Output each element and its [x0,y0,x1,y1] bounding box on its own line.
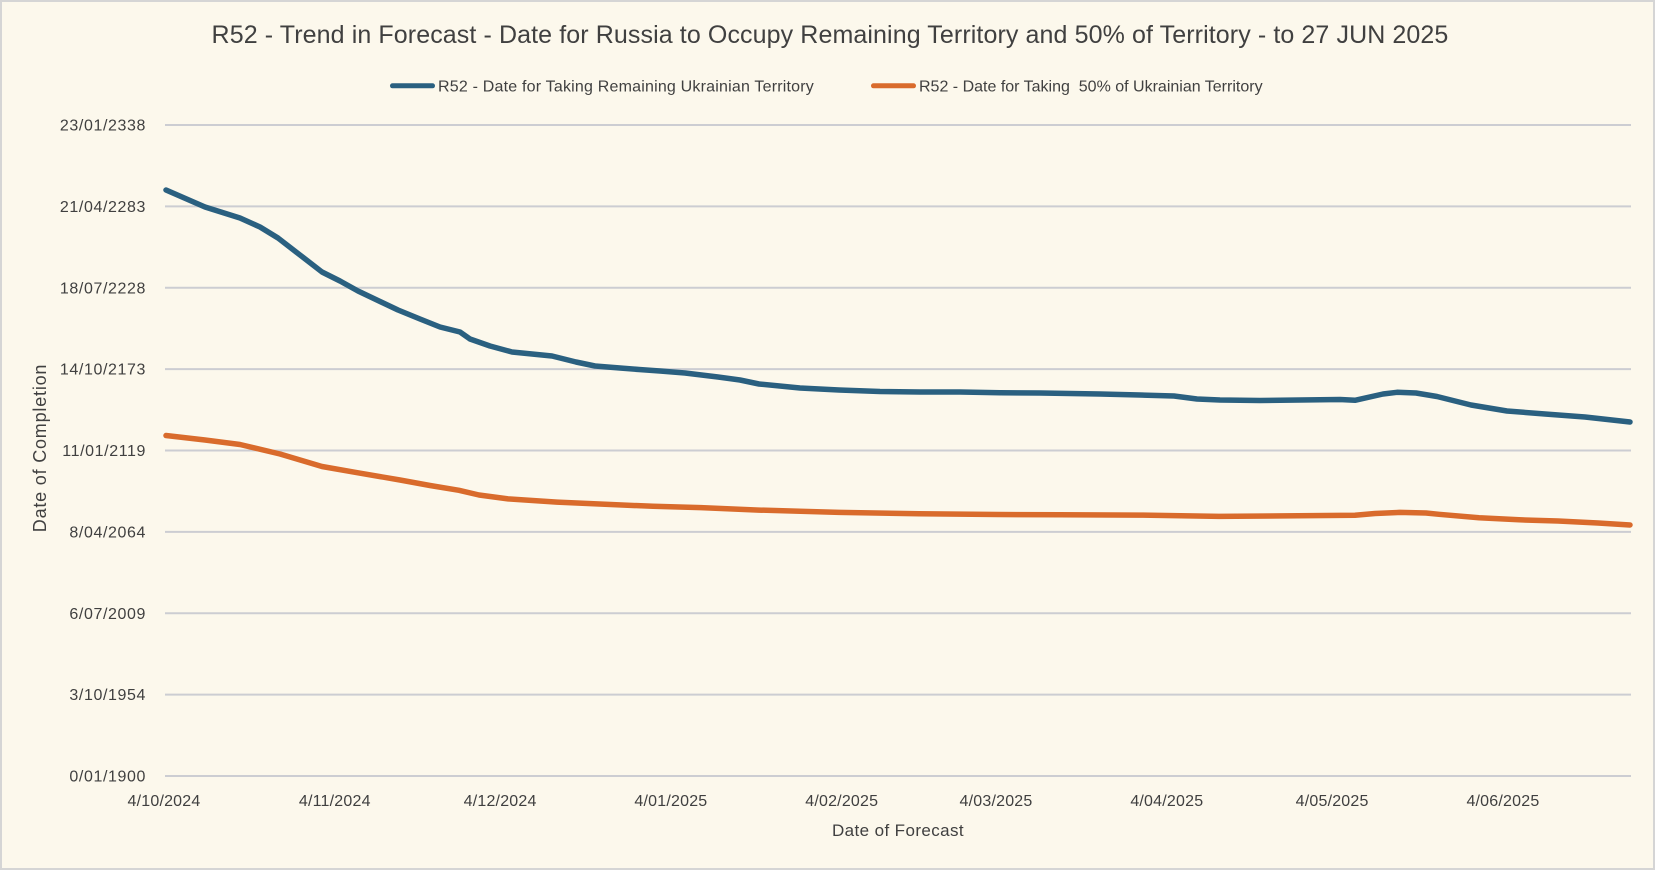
svg-text:8/04/2064: 8/04/2064 [69,524,146,541]
svg-text:4/05/2025: 4/05/2025 [1296,793,1369,810]
svg-text:14/10/2173: 14/10/2173 [60,362,146,379]
svg-text:23/01/2338: 23/01/2338 [60,118,146,135]
svg-text:4/12/2024: 4/12/2024 [464,793,537,810]
svg-text:4/01/2025: 4/01/2025 [634,793,707,810]
svg-text:18/07/2228: 18/07/2228 [60,280,146,297]
svg-text:Date of Forecast: Date of Forecast [832,821,964,840]
svg-text:4/06/2025: 4/06/2025 [1466,793,1539,810]
svg-text:4/03/2025: 4/03/2025 [960,793,1033,810]
svg-text:4/10/2024: 4/10/2024 [128,793,201,810]
svg-text:21/04/2283: 21/04/2283 [60,199,146,216]
svg-text:4/11/2024: 4/11/2024 [299,793,371,810]
svg-text:R52 - Date for Taking Remainin: R52 - Date for Taking Remaining Ukrainia… [438,79,814,96]
svg-text:4/04/2025: 4/04/2025 [1130,793,1203,810]
svg-text:4/02/2025: 4/02/2025 [805,793,878,810]
svg-text:6/07/2009: 6/07/2009 [69,606,146,623]
svg-text:Date of Completion: Date of Completion [30,364,50,532]
svg-text:R52 - Trend in Forecast - Date: R52 - Trend in Forecast - Date for Russi… [212,21,1449,49]
svg-text:R52 - Date for Taking 50% of: R52 - Date for Taking 50% of Ukrainian T… [919,79,1263,96]
svg-text:3/10/1954: 3/10/1954 [69,687,146,704]
svg-text:0/01/1900: 0/01/1900 [69,769,146,786]
svg-text:11/01/2119: 11/01/2119 [62,443,146,460]
